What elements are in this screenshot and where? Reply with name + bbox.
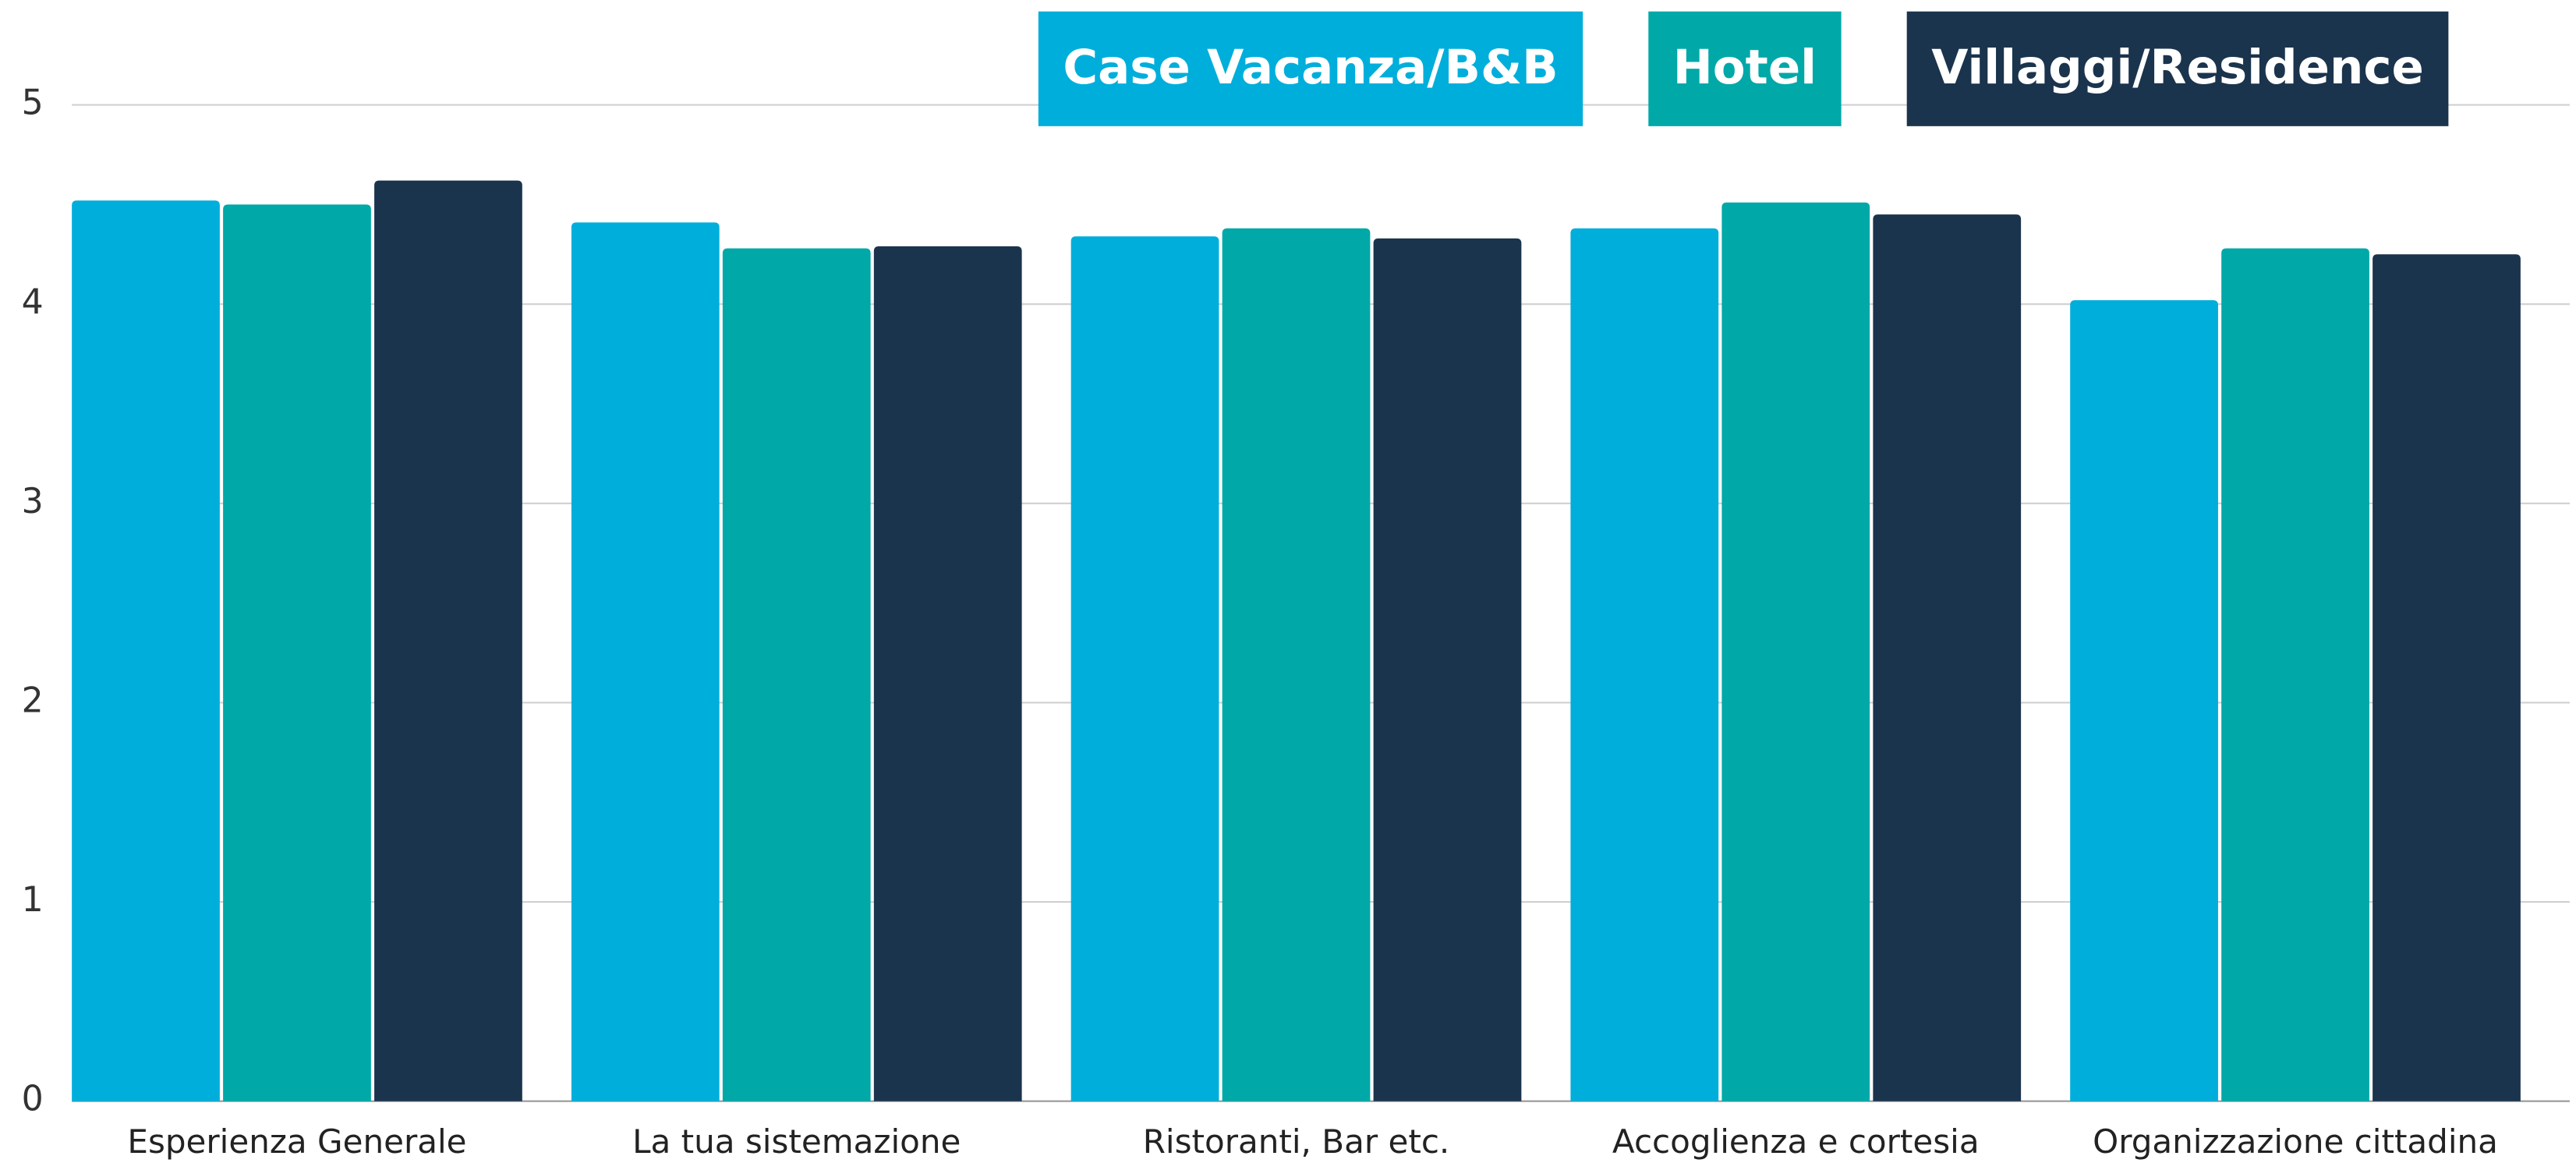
bar <box>1570 228 1719 1101</box>
x-tick-label: La tua sistemazione <box>632 1122 961 1161</box>
legend-label: Case Vacanza/B&B <box>1063 40 1558 95</box>
y-tick-label: 1 <box>22 880 44 920</box>
bar <box>2221 248 2369 1101</box>
bar <box>1222 228 1371 1101</box>
bar <box>1373 238 1522 1101</box>
legend-swatch <box>1648 11 1842 126</box>
bar <box>72 200 220 1101</box>
bar <box>571 222 720 1101</box>
y-tick-label: 3 <box>22 482 44 521</box>
x-tick-label: Accoglienza e cortesia <box>1612 1122 1980 1161</box>
legend-swatch <box>1038 11 1583 126</box>
bar <box>873 246 1022 1101</box>
bar <box>2373 254 2521 1101</box>
legend-label: Villaggi/Residence <box>1931 40 2424 95</box>
legend-swatch <box>1906 11 2449 126</box>
bar <box>374 180 522 1101</box>
y-tick-label: 2 <box>22 680 44 720</box>
x-tick-label: Esperienza Generale <box>127 1122 466 1161</box>
y-tick-label: 5 <box>22 83 44 123</box>
bar <box>1873 214 2022 1101</box>
y-tick-label: 0 <box>22 1080 44 1119</box>
x-tick-label: Organizzazione cittadina <box>2093 1122 2498 1161</box>
bar <box>223 204 371 1101</box>
bar <box>722 248 871 1101</box>
bar <box>2070 300 2218 1101</box>
legend-label: Hotel <box>1673 40 1817 95</box>
y-tick-label: 4 <box>22 282 44 322</box>
bar <box>1721 202 1870 1101</box>
x-tick-label: Ristoranti, Bar etc. <box>1143 1122 1450 1161</box>
bar <box>1070 236 1219 1101</box>
